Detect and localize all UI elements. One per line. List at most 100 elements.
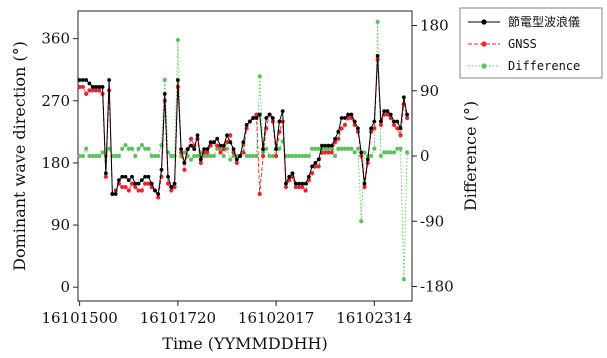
data-point bbox=[84, 78, 89, 82]
y-left-tick-label: 90 bbox=[51, 216, 70, 234]
data-point bbox=[260, 153, 266, 159]
data-point bbox=[169, 185, 174, 189]
y-left-tick-label: 0 bbox=[60, 278, 70, 296]
data-point bbox=[182, 161, 187, 165]
data-point bbox=[398, 133, 403, 138]
data-point bbox=[257, 74, 262, 79]
y-left-tick-label: 180 bbox=[41, 154, 70, 172]
data-point bbox=[116, 153, 122, 159]
data-point bbox=[395, 119, 400, 124]
data-point bbox=[133, 153, 138, 159]
data-point bbox=[372, 146, 377, 151]
data-point bbox=[238, 154, 242, 158]
data-point bbox=[139, 143, 144, 148]
data-point bbox=[310, 164, 315, 169]
data-point bbox=[346, 115, 351, 121]
data-point bbox=[90, 153, 95, 159]
data-point bbox=[228, 140, 233, 145]
data-point bbox=[100, 150, 105, 155]
data-point bbox=[359, 219, 364, 224]
data-point bbox=[165, 181, 171, 186]
data-point bbox=[208, 153, 213, 159]
data-point bbox=[224, 146, 230, 151]
data-point bbox=[332, 153, 338, 159]
y-left-tick-label: 360 bbox=[41, 30, 70, 48]
legend-marker bbox=[481, 19, 487, 25]
data-point bbox=[159, 167, 164, 172]
data-point bbox=[162, 77, 167, 82]
data-point bbox=[156, 195, 161, 200]
data-point bbox=[166, 174, 170, 179]
data-point bbox=[306, 174, 311, 179]
data-point bbox=[316, 146, 321, 151]
data-point bbox=[149, 181, 154, 186]
data-point bbox=[208, 140, 213, 145]
data-point bbox=[326, 143, 331, 148]
data-point bbox=[391, 150, 397, 155]
legend-label: GNSS bbox=[508, 37, 537, 51]
data-point bbox=[80, 84, 86, 90]
data-point bbox=[349, 146, 354, 151]
data-point bbox=[385, 150, 390, 155]
data-point bbox=[90, 88, 95, 93]
data-point bbox=[251, 153, 256, 159]
data-point bbox=[388, 112, 393, 117]
data-point bbox=[221, 153, 226, 159]
data-point bbox=[404, 150, 410, 155]
data-point bbox=[87, 88, 92, 93]
data-point bbox=[97, 153, 102, 159]
data-point bbox=[313, 146, 318, 151]
data-point bbox=[313, 164, 318, 169]
data-point bbox=[123, 143, 128, 148]
data-point bbox=[247, 153, 253, 159]
data-point bbox=[93, 88, 99, 93]
data-point bbox=[241, 150, 246, 155]
data-point bbox=[356, 126, 360, 131]
data-point bbox=[77, 78, 82, 82]
data-point bbox=[126, 146, 131, 151]
data-point bbox=[248, 119, 252, 124]
y-right-tick-label: -90 bbox=[420, 212, 444, 230]
data-point bbox=[378, 119, 383, 124]
x-tick-label: 16102314 bbox=[336, 309, 412, 327]
data-point bbox=[113, 153, 118, 159]
data-point bbox=[143, 181, 148, 186]
data-point bbox=[342, 146, 347, 151]
data-point bbox=[313, 161, 318, 165]
data-point bbox=[375, 19, 380, 24]
data-point bbox=[221, 146, 226, 152]
data-point bbox=[117, 178, 121, 183]
data-point bbox=[224, 140, 230, 145]
data-point bbox=[143, 146, 148, 151]
data-point bbox=[139, 178, 144, 183]
data-point bbox=[310, 146, 315, 151]
data-point bbox=[97, 88, 102, 93]
data-point bbox=[123, 184, 128, 190]
data-point bbox=[251, 116, 256, 120]
data-point bbox=[152, 153, 158, 159]
data-point bbox=[94, 85, 98, 89]
data-point bbox=[405, 112, 409, 117]
data-point bbox=[254, 116, 259, 120]
data-point bbox=[303, 153, 308, 159]
data-point bbox=[336, 146, 341, 151]
data-point bbox=[113, 192, 118, 196]
legend-label: Difference bbox=[508, 59, 580, 73]
data-point bbox=[123, 174, 128, 179]
data-point bbox=[287, 153, 292, 159]
data-point bbox=[339, 146, 344, 151]
data-point bbox=[234, 157, 239, 162]
data-point bbox=[169, 153, 174, 159]
data-point bbox=[404, 115, 410, 121]
data-point bbox=[133, 181, 138, 186]
data-point bbox=[218, 143, 223, 148]
series-節電型波浪儀 bbox=[77, 53, 409, 196]
data-point bbox=[126, 178, 131, 183]
data-point bbox=[284, 181, 288, 186]
data-point bbox=[306, 153, 311, 159]
data-point bbox=[395, 146, 400, 151]
data-point bbox=[195, 133, 200, 138]
legend-marker bbox=[481, 63, 487, 69]
data-point bbox=[346, 146, 351, 151]
data-point bbox=[80, 153, 86, 159]
